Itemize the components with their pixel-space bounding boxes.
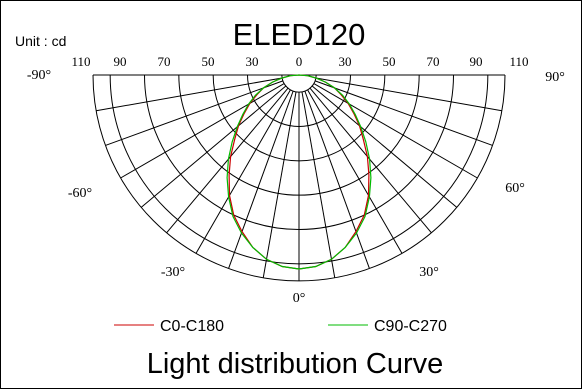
radial-tick-label: 50 [202, 54, 215, 69]
series-curve-c90-c270 [226, 74, 372, 270]
radial-tick-label: 30 [246, 54, 259, 69]
legend: C0-C180 C90-C270 [114, 318, 447, 335]
radial-tick-label: 50 [383, 54, 396, 69]
angle-label: -30° [161, 265, 185, 280]
angle-label: -60° [68, 186, 92, 201]
radial-tick-label: 90 [114, 54, 127, 69]
angle-labels: -90° -60° -30° 0° 30° 60° 90° [27, 68, 565, 306]
grid-spoke [307, 89, 403, 254]
legend-label-c0-c180: C0-C180 [160, 318, 224, 335]
grid-spoke [311, 85, 458, 208]
angle-label: 90° [545, 70, 565, 85]
curves [226, 74, 372, 270]
grid-spoke [304, 90, 370, 269]
grid-spoke [313, 83, 478, 179]
grid-spoke [166, 87, 289, 234]
unit-label: Unit : cd [15, 33, 66, 49]
radial-tick-label: 90 [470, 54, 483, 69]
grid-spoke [228, 90, 294, 269]
grid-spoke [195, 89, 291, 254]
polar-grid [92, 74, 506, 282]
grid-spoke [96, 77, 283, 112]
radial-tick-label: 30 [339, 54, 352, 69]
grid-spoke [105, 80, 284, 146]
angle-label: 0° [293, 291, 306, 306]
grid-spoke [309, 87, 432, 234]
angle-label: 30° [419, 265, 439, 280]
radial-tick-label: 110 [509, 54, 528, 69]
chart-title: ELED120 [233, 17, 366, 52]
legend-label-c90-c270: C90-C270 [374, 318, 447, 335]
radial-tick-label: 70 [158, 54, 171, 69]
grid-spoke [140, 85, 287, 208]
radial-tick-label: 110 [71, 54, 90, 69]
grid-spoke [315, 77, 502, 112]
angle-label: 60° [505, 181, 525, 196]
radial-tick-label: 70 [427, 54, 440, 69]
radial-tick-label: 0 [296, 54, 303, 69]
angle-label: -90° [27, 68, 51, 83]
grid-spoke [262, 91, 297, 278]
grid-spoke [301, 91, 336, 278]
grid-spoke [120, 83, 285, 179]
radial-tick-labels: 110 90 70 50 30 0 30 50 70 90 110 [71, 54, 528, 69]
grid-spoke [314, 80, 493, 146]
chart-subtitle: Light distribution Curve [147, 348, 444, 380]
